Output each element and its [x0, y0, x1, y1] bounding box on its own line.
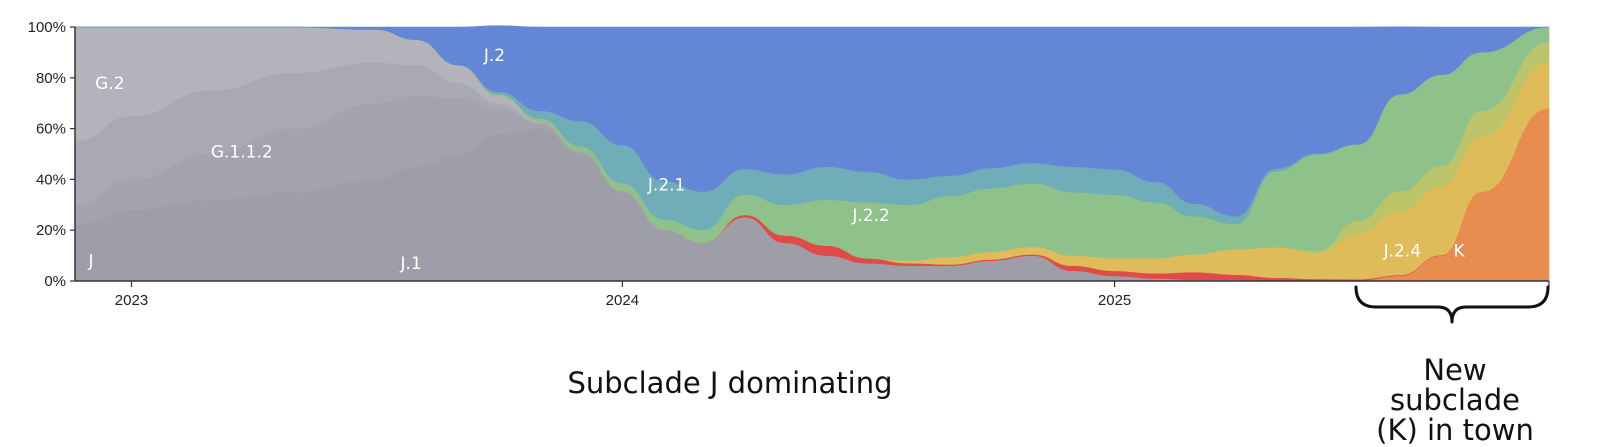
new-subclade-caption-line2: (K) in town [1376, 413, 1534, 447]
y-tick-label: 100% [28, 19, 66, 36]
y-tick-label: 80% [36, 70, 66, 87]
area-label-j-2-4: J.2.4 [1383, 242, 1421, 262]
new-subclade-caption-line1: New subclade [1390, 353, 1520, 417]
area-label-j: J [87, 252, 93, 272]
area-label-j-2-1: J.2.1 [647, 175, 685, 195]
x-tick-label: 2025 [1098, 292, 1131, 309]
area-label-j-2: J.2 [483, 46, 505, 66]
x-tick-label: 2023 [115, 292, 148, 309]
new-subclade-caption: New subclade (K) in town [1355, 355, 1555, 445]
y-tick-label: 0% [44, 273, 66, 290]
new-subclade-brace [1354, 285, 1550, 324]
y-tick-label: 20% [36, 222, 66, 239]
axes-group: 0% 20% 40% 60% 80% 100% 2023 2024 2025 [28, 19, 1550, 309]
area-label-j-1: J.1 [399, 254, 421, 274]
subclade-j-caption: Subclade J dominating [567, 366, 893, 400]
y-tick-label: 60% [36, 121, 66, 138]
area-label-k: K [1454, 242, 1466, 262]
area-j-2 [74, 25, 1550, 217]
x-tick-label: 2024 [606, 292, 639, 309]
area-series-group [74, 25, 1550, 282]
area-label-g-1-1-2: G.1.1.2 [211, 142, 273, 162]
area-label-j-2-2: J.2.2 [851, 206, 889, 226]
y-tick-label: 40% [36, 171, 66, 188]
area-label-g-2: G.2 [95, 74, 124, 94]
area-labels-group: G.2 G.1.1.2 J J.1 J.2 J.2.1 J.2.2 J.2.4 K [87, 46, 1465, 274]
